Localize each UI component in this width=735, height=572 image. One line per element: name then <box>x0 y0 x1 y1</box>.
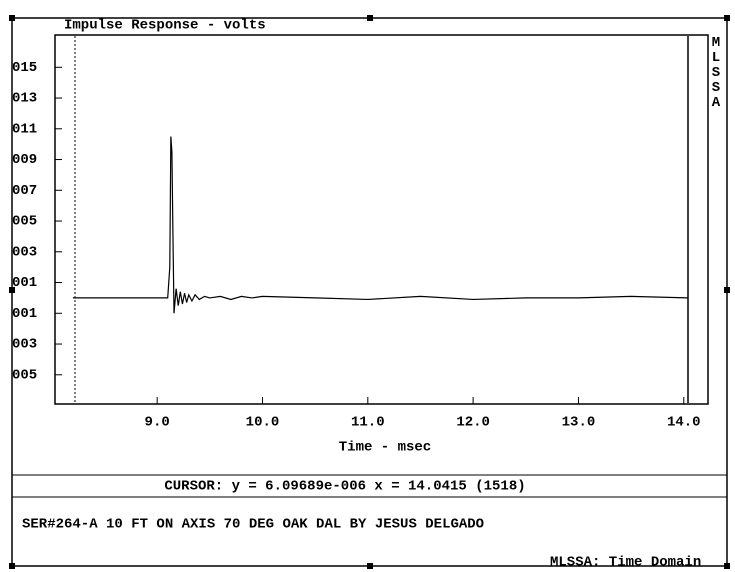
side-label: MLSSA <box>711 35 721 111</box>
y-tick-label: 011 <box>12 121 37 137</box>
cursor-readout: CURSOR: y = 6.09689e-006 x = 14.0415 (15… <box>164 479 525 495</box>
y-tick-label: 003 <box>12 337 37 353</box>
y-tick-label: 009 <box>12 152 37 168</box>
x-axis-label: Time - msec <box>339 440 431 456</box>
y-tick-label: 013 <box>12 91 37 107</box>
x-tick-label: 10.0 <box>246 415 280 431</box>
y-tick-label: 003 <box>12 244 37 260</box>
y-tick-label: 005 <box>12 214 37 230</box>
handles <box>9 15 730 569</box>
y-tick-label: 015 <box>12 60 37 76</box>
x-tick-label: 12.0 <box>456 415 490 431</box>
caption: SER#264-A 10 FT ON AXIS 70 DEG OAK DAL B… <box>22 517 484 533</box>
y-tick-label: 005 <box>12 367 37 383</box>
y-tick-label: 001 <box>12 306 37 322</box>
footer: MLSSA: Time Domain <box>550 555 701 571</box>
x-tick-label: 11.0 <box>351 415 385 431</box>
trace <box>72 136 689 314</box>
x-tick-label: 9.0 <box>145 415 170 431</box>
plot-frame <box>54 34 709 405</box>
chart-title: Impulse Response - volts <box>64 18 266 34</box>
x-tick-label: 13.0 <box>562 415 596 431</box>
y-tick-label: 007 <box>12 183 37 199</box>
x-tick-label: 14.0 <box>667 415 701 431</box>
y-tick-label: 001 <box>12 275 37 291</box>
